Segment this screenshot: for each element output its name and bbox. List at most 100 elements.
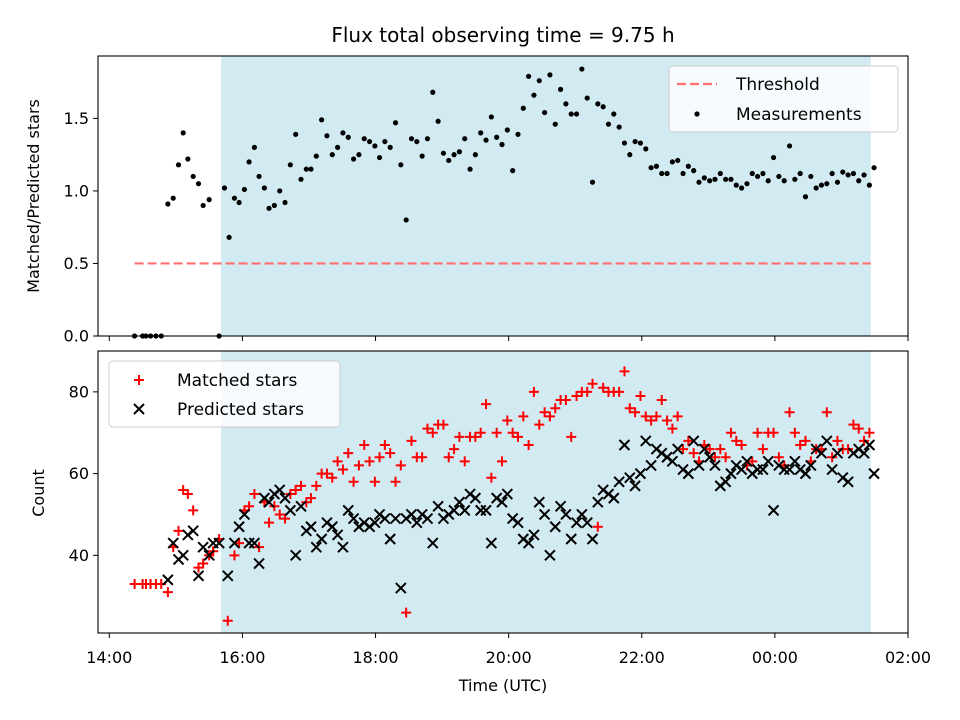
measurement-point <box>494 134 500 140</box>
predicted-star-point <box>421 512 434 525</box>
measurement-point <box>568 111 574 117</box>
measurement-point <box>584 95 590 101</box>
predicted-star-point <box>570 516 583 529</box>
measurement-point <box>728 176 734 182</box>
predicted-star-point <box>522 537 535 549</box>
measurement-point <box>605 121 612 127</box>
predicted-star-point <box>703 451 716 463</box>
matched-star-point <box>678 444 689 455</box>
measurement-point <box>170 195 176 201</box>
figure-title: Flux total observing time = 9.75 h <box>331 23 674 47</box>
predicted-star-point <box>528 529 540 541</box>
matched-star-point <box>481 399 492 410</box>
measurement-point <box>231 195 238 201</box>
matched-star-point <box>188 505 199 516</box>
predicted-star-point <box>448 504 460 517</box>
matched-star-point <box>491 427 502 438</box>
measurement-point <box>195 181 202 187</box>
matched-star-point <box>630 407 641 418</box>
measurement-point <box>287 162 293 168</box>
measurement-point <box>573 111 580 117</box>
measurement-point <box>696 179 702 185</box>
count-panel: 40 60 80 14:00 16:00 18:00 20:00 22:00 00:00 02:0… <box>29 350 931 695</box>
measurement-point <box>282 199 288 206</box>
matched-star-point <box>182 489 193 500</box>
predicted-star-point <box>767 504 780 517</box>
predicted-star-point <box>453 496 466 508</box>
measurement-point <box>871 165 877 171</box>
predicted-star-point <box>347 512 360 525</box>
measurement-point <box>531 92 537 98</box>
matched-star-point <box>486 472 497 483</box>
measurement-point <box>557 86 564 92</box>
matched-star-point <box>725 427 736 438</box>
predicted-star-point <box>162 574 174 586</box>
predicted-star-point <box>618 439 631 451</box>
matched-star-point <box>321 468 332 479</box>
matched-star-point <box>747 456 758 467</box>
matched-star-point <box>327 472 338 483</box>
measurement-point <box>499 141 505 148</box>
predicted-star-point <box>863 439 876 451</box>
x-tick-label: 20:00 <box>486 648 532 667</box>
matched-star-point <box>507 427 518 438</box>
predicted-star-point <box>682 467 695 480</box>
y-tick-label: 60 <box>69 464 89 483</box>
matched-star-point <box>662 415 673 426</box>
matched-star-point <box>832 435 843 446</box>
predicted-star-point <box>432 500 444 513</box>
predicted-star-point <box>469 492 482 504</box>
measurement-point <box>472 152 478 158</box>
predicted-star-point <box>177 549 189 562</box>
matched-star-point <box>704 444 715 455</box>
measurement-point <box>712 176 718 182</box>
count-panel-axes: 40 60 80 14:00 16:00 18:00 20:00 22:00 00:00 02:0… <box>69 350 931 667</box>
matched-star-point <box>587 378 598 389</box>
measurement-point <box>579 66 585 72</box>
measurement-point <box>350 156 357 162</box>
predicted-star-point <box>544 549 556 562</box>
predicted-star-point <box>263 496 275 508</box>
measurement-point <box>659 170 665 177</box>
matched-star-point <box>571 390 582 401</box>
measurement-point <box>760 170 766 177</box>
predicted-star-point <box>826 463 838 476</box>
predicted-star-point <box>167 537 179 549</box>
measurement-point <box>685 163 691 169</box>
measurement-point <box>792 176 798 182</box>
measurement-point <box>536 78 542 84</box>
measurement-point <box>866 182 872 188</box>
measurement-point <box>600 104 606 110</box>
legend-box <box>668 65 899 133</box>
measurement-point <box>440 150 447 156</box>
measurement-point <box>345 134 351 140</box>
predicted-star-point <box>805 459 817 472</box>
predicted-star-point <box>337 541 349 553</box>
predicted-star-point <box>501 488 514 500</box>
predicted-star-point <box>342 504 354 517</box>
measurement-point <box>856 178 862 184</box>
measurement-point <box>446 157 452 164</box>
matched-star-point <box>624 403 635 414</box>
predicted-star-point <box>389 512 402 525</box>
measurement-point <box>776 173 782 180</box>
matched-star-point <box>274 509 285 520</box>
measurement-point <box>504 127 510 133</box>
measurement-point <box>680 170 686 177</box>
matched-star-point <box>379 440 390 450</box>
measurement-point <box>414 138 420 145</box>
measurement-point <box>749 170 755 177</box>
matched-star-point <box>800 435 811 446</box>
measurement-point <box>824 181 830 187</box>
predicted-star-point <box>248 537 261 549</box>
predicted-star-point <box>369 516 381 529</box>
matched-star-point <box>311 480 322 491</box>
predicted-star-point <box>549 521 561 533</box>
measurement-point <box>669 159 675 165</box>
matched-star-point <box>539 407 550 418</box>
measurement-point <box>526 73 532 79</box>
predicted-star-point <box>284 504 297 517</box>
predicted-star-point <box>586 533 599 545</box>
x-tick-label: 02:00 <box>885 648 931 667</box>
